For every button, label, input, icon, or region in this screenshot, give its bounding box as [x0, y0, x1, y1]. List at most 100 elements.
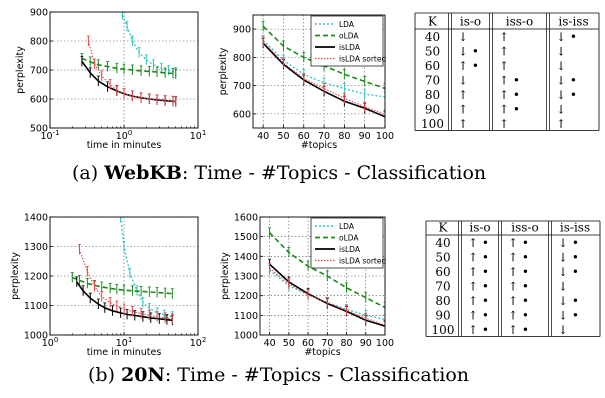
table-cell: ↑ • [468, 251, 489, 265]
table-cell: ↑ [458, 103, 468, 117]
y-tick-label: 1000 [24, 331, 48, 342]
table-cell: 90 [425, 103, 440, 117]
table-cell: ↓ • [556, 74, 577, 88]
x-tick-label-base: 10 [190, 131, 202, 142]
legend: LDA oLDA isLDA isLDA sorted [310, 217, 386, 269]
y-tick-label: 900 [233, 25, 251, 36]
legend-entry: LDA [339, 222, 355, 231]
table-cell: ↑ [556, 117, 566, 131]
table-cell: ↓ [558, 280, 568, 294]
caption-b-dataset: 20N [121, 364, 165, 386]
x-tick-label: 102 [190, 336, 207, 349]
y-tick-label: 600 [30, 95, 48, 106]
x-tick-label-exp: 0 [54, 336, 58, 344]
x-tick-label: 70 [318, 131, 330, 142]
table-cell: ↓ [556, 103, 566, 117]
caption-a-dataset: WebKB [104, 162, 182, 184]
table-cell: ↑ [458, 88, 468, 102]
y-tick-label: 900 [30, 8, 48, 19]
x-tick-label-base: 10 [42, 338, 54, 349]
table-cell: ↑ [499, 30, 509, 44]
table-header: K [439, 221, 449, 235]
x-tick-label: 101 [116, 336, 133, 349]
table-cell: ↑ [499, 59, 509, 73]
table-cell: ↑ • [508, 280, 529, 294]
table-cell: ↑ • [468, 294, 489, 308]
table-cell: 80 [435, 294, 450, 308]
x-tick-label: 100 [42, 336, 59, 349]
table-cell: ↑ • [468, 265, 489, 279]
x-tick-label: 10-1 [40, 129, 59, 142]
caption-b-rest: : Time - #Topics - Classification [164, 364, 470, 386]
table-cell: 70 [425, 74, 440, 88]
series-group [80, 12, 178, 107]
series-line-LDA [119, 217, 173, 318]
y-axis-label: perplexity [220, 252, 231, 300]
legend-entry: oLDA [339, 234, 359, 243]
y-tick-label: 1600 [234, 213, 258, 224]
caption-b: (b) 20N: Time - #Topics - Classification [88, 364, 605, 386]
x-tick-label: 50 [283, 338, 295, 349]
table-cell: ↓ • [558, 236, 579, 250]
y-tick-label: 600 [233, 109, 251, 120]
series-group [70, 217, 174, 326]
table-cell: 40 [425, 30, 440, 44]
y-tick-label: 1100 [234, 311, 258, 322]
x-tick-label-exp: 1 [202, 129, 206, 137]
x-tick-label: 100 [376, 131, 394, 142]
y-axis-label: perplexity [15, 46, 26, 94]
table-cell: 70 [435, 280, 450, 294]
table-header: iss-o [506, 15, 533, 29]
table-cell: 90 [435, 309, 450, 323]
table-cell: ↓ • [558, 294, 579, 308]
plot-frame [252, 14, 386, 129]
legend-entry: isLDA [339, 43, 361, 52]
table-cell: ↓ [556, 59, 566, 73]
legend-entry: oLDA [339, 32, 359, 41]
table-header: is-o [460, 15, 481, 29]
table-cell: 60 [425, 59, 440, 73]
table-cell: ↑ • [508, 309, 529, 323]
table-cell: 50 [425, 45, 440, 59]
table-cell: ↑ • [458, 59, 479, 73]
table-cell: ↓ • [558, 265, 579, 279]
x-tick-label-base: 10 [116, 338, 128, 349]
table-cell: ↓ [558, 323, 568, 337]
x-tick-label: 100 [376, 338, 394, 349]
y-axis-label: perplexity [218, 47, 229, 95]
table-cell: ↑ • [499, 103, 520, 117]
table-cell: ↑ • [508, 236, 529, 250]
table-cell: ↑ [499, 117, 509, 131]
series-line-isLDA-sorted [78, 249, 173, 320]
legend-entry: LDA [339, 20, 355, 29]
x-tick-label-exp: 0 [128, 129, 132, 137]
x-tick-label-base: 10 [40, 131, 52, 142]
x-axis-label: #topics [301, 140, 337, 151]
y-axis-label: perplexity [10, 252, 21, 300]
series-line-LDA [121, 14, 176, 73]
table-cell: ↓ • [558, 251, 579, 265]
y-tick-label: 1300 [24, 242, 48, 253]
y-tick-label: 1200 [24, 272, 48, 283]
caption-a-label: (a) [72, 162, 99, 184]
table-cell: 100 [432, 323, 455, 337]
x-axis-label: time in minutes [87, 347, 162, 358]
table-cell: ↓ • [458, 45, 479, 59]
x-tick-label: 90 [359, 131, 371, 142]
x-tick-label: 101 [190, 129, 207, 142]
table-header: iss-o [511, 221, 538, 235]
x-tick-label: 50 [277, 131, 289, 142]
x-tick-label: 40 [257, 131, 269, 142]
table-header: is-iss [560, 221, 590, 235]
series-line-oLDA [71, 276, 173, 295]
table-cell: ↑ • [508, 251, 529, 265]
table-cell: ↓ [458, 74, 468, 88]
table-cell: ↑ • [468, 309, 489, 323]
table-header: is-o [469, 221, 490, 235]
legend-entry: isLDA [339, 245, 361, 254]
y-tick-label: 700 [30, 66, 48, 77]
x-tick-label: 70 [321, 338, 333, 349]
panel-a-topics: 40 50 60 70 80 90 100 600 700 800 900 #topics perple… [218, 14, 394, 151]
x-tick-label-exp: -1 [53, 129, 60, 137]
x-tick-label: 90 [360, 338, 372, 349]
